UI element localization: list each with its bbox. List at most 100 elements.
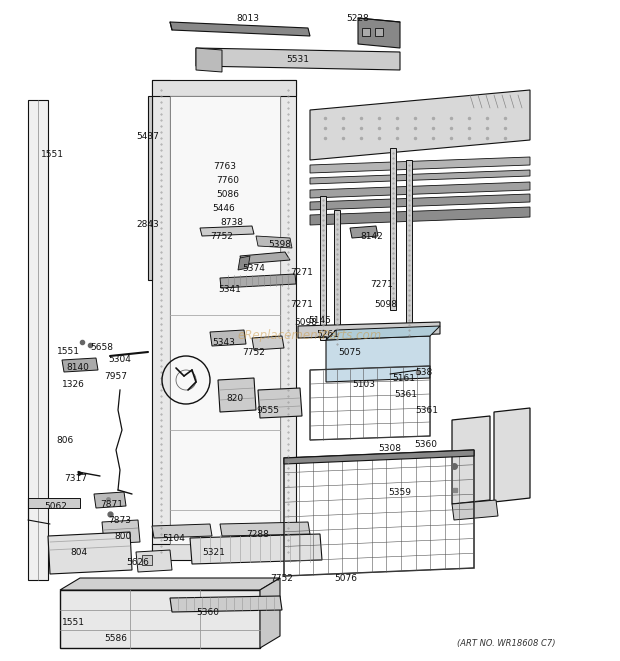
Polygon shape — [220, 274, 296, 288]
Polygon shape — [238, 256, 250, 270]
Text: 7871: 7871 — [100, 500, 123, 509]
Polygon shape — [320, 196, 326, 340]
Text: 5360: 5360 — [196, 608, 219, 617]
Text: 5228: 5228 — [347, 14, 370, 23]
Polygon shape — [102, 520, 140, 544]
Polygon shape — [452, 500, 498, 520]
Text: 7752: 7752 — [242, 348, 265, 357]
Text: 5626: 5626 — [126, 558, 149, 567]
Polygon shape — [280, 80, 296, 560]
Polygon shape — [170, 596, 282, 612]
Text: 5341: 5341 — [218, 285, 241, 294]
Text: 5361: 5361 — [394, 390, 417, 399]
Text: 5304: 5304 — [108, 355, 131, 364]
Text: 1551: 1551 — [40, 150, 63, 159]
Text: (ART NO. WR18608 C7): (ART NO. WR18608 C7) — [457, 639, 556, 648]
Text: 7271: 7271 — [290, 268, 313, 277]
Text: 5398: 5398 — [268, 240, 291, 249]
Text: 5308: 5308 — [378, 444, 401, 453]
Text: 8738: 8738 — [220, 218, 243, 227]
Text: 8013: 8013 — [236, 14, 260, 23]
Polygon shape — [196, 48, 222, 72]
Text: 7752: 7752 — [210, 232, 233, 241]
Bar — [142, 555, 152, 565]
Polygon shape — [390, 148, 396, 310]
Text: 5343: 5343 — [212, 338, 235, 347]
Polygon shape — [350, 226, 378, 238]
Polygon shape — [310, 90, 530, 160]
Polygon shape — [310, 207, 530, 225]
Polygon shape — [94, 492, 126, 508]
Bar — [375, 28, 383, 36]
Polygon shape — [218, 378, 256, 412]
Text: 1551: 1551 — [62, 618, 85, 627]
Text: 7760: 7760 — [216, 176, 239, 185]
Text: 2843: 2843 — [136, 220, 159, 229]
Polygon shape — [148, 96, 152, 280]
Polygon shape — [310, 194, 530, 210]
Text: 5321: 5321 — [202, 548, 225, 557]
Polygon shape — [152, 524, 212, 538]
Polygon shape — [200, 226, 254, 236]
Polygon shape — [196, 48, 400, 70]
Polygon shape — [210, 330, 246, 346]
Text: 7752: 7752 — [270, 574, 293, 583]
Text: 7873: 7873 — [108, 516, 131, 525]
Text: 9555: 9555 — [256, 406, 279, 415]
Text: 8142: 8142 — [360, 232, 383, 241]
Polygon shape — [170, 96, 280, 544]
Text: 7763: 7763 — [213, 162, 236, 171]
Polygon shape — [240, 252, 290, 264]
Text: 5658: 5658 — [90, 343, 113, 352]
Polygon shape — [310, 157, 530, 173]
Text: 5437: 5437 — [136, 132, 159, 141]
Polygon shape — [60, 590, 260, 648]
Text: 5145: 5145 — [308, 316, 331, 325]
Polygon shape — [62, 358, 98, 372]
Text: 538: 538 — [415, 368, 432, 377]
Polygon shape — [60, 578, 280, 590]
Polygon shape — [406, 160, 412, 340]
Text: 5361: 5361 — [415, 406, 438, 415]
Text: 820: 820 — [226, 394, 243, 403]
Polygon shape — [252, 336, 284, 350]
Text: 5098: 5098 — [294, 318, 317, 327]
Text: 5086: 5086 — [216, 190, 239, 199]
Text: 5446: 5446 — [212, 204, 235, 213]
Polygon shape — [298, 322, 440, 338]
Polygon shape — [152, 80, 296, 96]
Text: 804: 804 — [70, 548, 87, 557]
Polygon shape — [358, 18, 400, 48]
Text: 1551: 1551 — [56, 347, 79, 356]
Polygon shape — [326, 326, 440, 340]
Polygon shape — [334, 210, 340, 350]
Text: 5531: 5531 — [286, 55, 309, 64]
Text: eReplacementParts.com: eReplacementParts.com — [238, 329, 382, 342]
Text: 5062: 5062 — [44, 502, 67, 511]
Bar — [362, 28, 370, 36]
Polygon shape — [258, 388, 302, 418]
Text: 5076: 5076 — [334, 574, 357, 583]
Polygon shape — [28, 498, 80, 508]
Text: 7957: 7957 — [104, 372, 127, 381]
Polygon shape — [310, 182, 530, 198]
Text: 7271: 7271 — [370, 280, 393, 289]
Text: 5586: 5586 — [104, 634, 127, 643]
Text: 7317: 7317 — [64, 474, 87, 483]
Polygon shape — [256, 236, 292, 248]
Polygon shape — [136, 550, 172, 572]
Text: 5261: 5261 — [316, 330, 339, 339]
Text: 5103: 5103 — [352, 380, 375, 389]
Polygon shape — [310, 170, 530, 184]
Polygon shape — [170, 22, 310, 36]
Text: 5359: 5359 — [388, 488, 411, 497]
Polygon shape — [260, 578, 280, 648]
Polygon shape — [452, 416, 490, 504]
Polygon shape — [220, 522, 310, 536]
Polygon shape — [190, 534, 322, 564]
Text: 1326: 1326 — [62, 380, 85, 389]
Text: 5374: 5374 — [242, 264, 265, 273]
Text: 7288: 7288 — [246, 530, 269, 539]
Polygon shape — [494, 408, 530, 502]
Polygon shape — [326, 336, 430, 382]
